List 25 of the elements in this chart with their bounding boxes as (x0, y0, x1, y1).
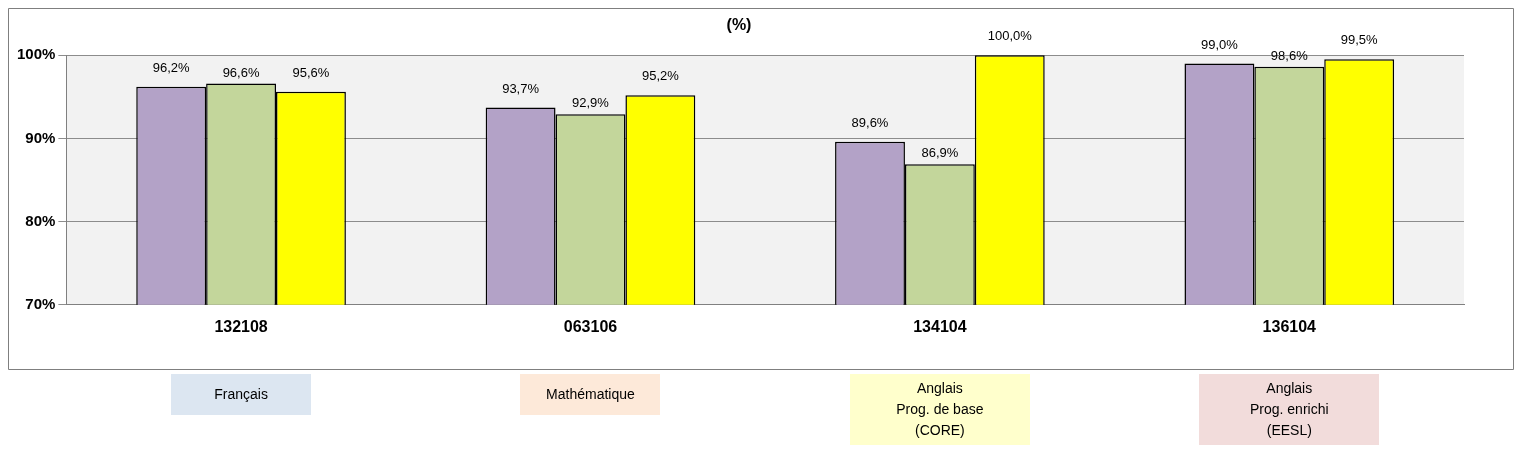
x-tick-label: 132108 (214, 317, 268, 335)
data-label: 93,7% (502, 80, 540, 96)
data-label: 86,9% (921, 145, 959, 161)
data-label: 100,0% (987, 28, 1033, 44)
chart-title: (%) (726, 16, 752, 34)
x-tick-label: 136104 (1262, 317, 1317, 335)
data-label: 99,0% (1200, 36, 1239, 52)
data-label: 96,2% (152, 59, 191, 75)
data-label: 92,9% (572, 95, 610, 111)
data-label: 99,5% (1340, 32, 1379, 48)
y-tick-label: 90% (25, 128, 56, 146)
y-tick-label: 80% (25, 211, 56, 229)
data-label: 89,6% (851, 114, 889, 130)
data-label: 95,6% (292, 64, 330, 80)
data-label: 96,6% (222, 64, 260, 80)
text: Français (171, 374, 312, 415)
data-label: 95,2% (641, 68, 680, 84)
y-tick-label: 70% (25, 294, 56, 312)
x-tick-label: 134104 (913, 317, 967, 335)
text: Anglais Prog. de base (CORE) (849, 374, 1030, 445)
data-label: 98,6% (1270, 47, 1309, 63)
text: Mathématique (520, 374, 661, 415)
x-tick-label: 063106 (563, 317, 618, 335)
text: Anglais Prog. enrichi (EESL) (1199, 374, 1380, 445)
y-tick-label: 100% (16, 45, 56, 63)
